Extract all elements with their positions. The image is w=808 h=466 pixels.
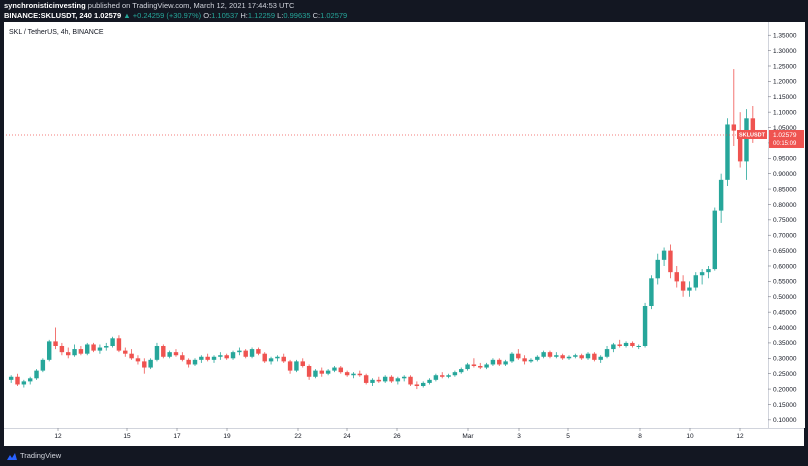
last-price: 1.02579 (94, 11, 122, 20)
low-label: L: (277, 11, 284, 20)
chart-legend: SKL / TetherUS, 4h, BINANCE (9, 29, 104, 36)
chart-area[interactable] (4, 22, 768, 428)
publish-header: synchronisticinvesting published on Trad… (0, 0, 808, 22)
time-scale[interactable] (4, 428, 804, 447)
open-label: O: (203, 11, 212, 20)
high-label: H: (240, 11, 248, 20)
high-value: 1.12259 (247, 11, 276, 20)
publisher-name[interactable]: synchronisticinvesting (4, 1, 86, 10)
publish-info: published on TradingView.com, March 12, … (87, 1, 295, 10)
publish-line: synchronisticinvesting published on Trad… (4, 1, 294, 11)
close-value: 1.02579 (320, 11, 348, 20)
close-label: C: (312, 11, 321, 20)
footer-bar: TradingView (0, 446, 808, 466)
price-scale[interactable] (768, 22, 805, 428)
tradingview-logo[interactable]: TradingView (4, 451, 61, 461)
symbol-line: BINANCE:SKLUSDT, 240 (4, 11, 92, 20)
low-value: 0.99635 (283, 11, 311, 20)
cloud-icon (7, 452, 17, 460)
brand-name: TradingView (19, 451, 62, 460)
symbol-ohlc-line: BINANCE:SKLUSDT, 240 1.02579 ▲ +0.24259 … (4, 11, 347, 21)
open-value: 1.10537 (211, 11, 239, 20)
price-change: ▲ +0.24259 (+30.97%) (123, 11, 202, 20)
